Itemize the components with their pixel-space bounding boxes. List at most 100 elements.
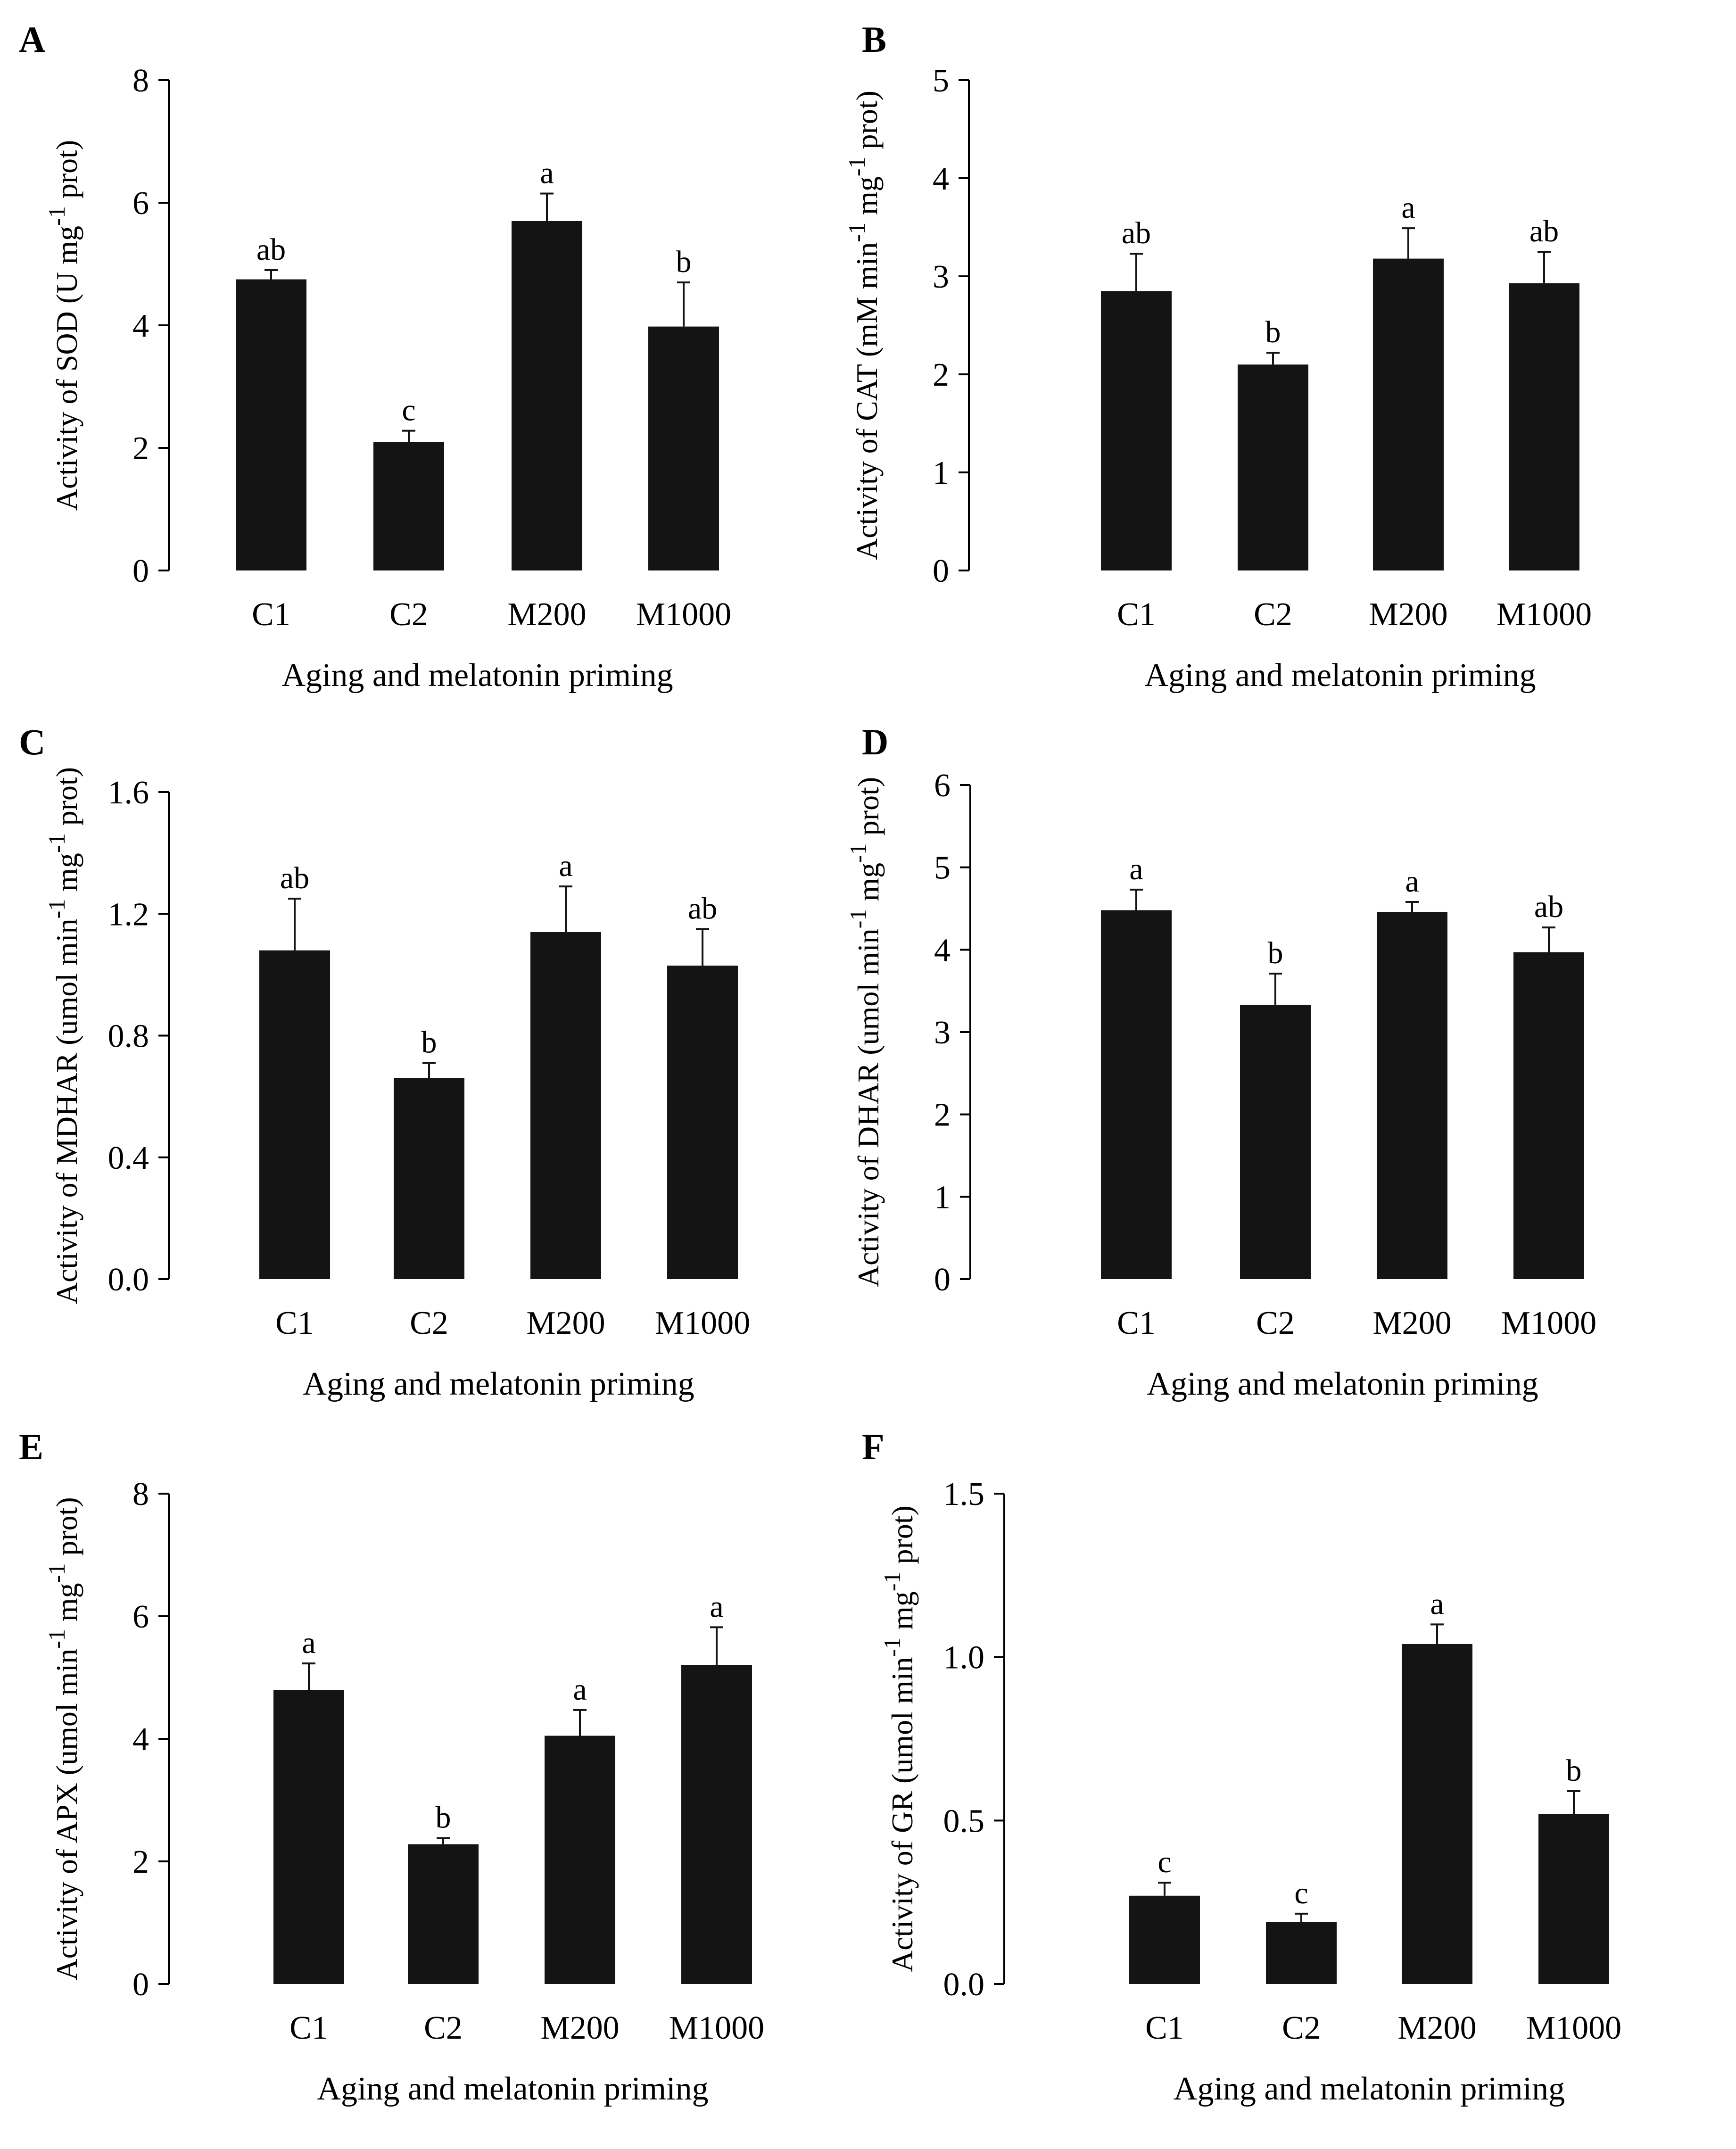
panel-e-category-label: M200 xyxy=(540,2010,619,2046)
panel-e-y-tick-label: 2 xyxy=(132,1844,149,1880)
panel-a-category-label: M1000 xyxy=(636,596,731,633)
panel-e-significance-label: a xyxy=(302,1626,315,1660)
panel-f-x-axis-title: Aging and melatonin priming xyxy=(1174,2071,1565,2107)
panel-d: D 0 1 2 3 4 5 6 Activity of DHAR (umol min-1 mg-… xyxy=(845,721,1596,1402)
panel-e-bar-m200 xyxy=(545,1736,615,1984)
panel-f-y-tick-label: 1.5 xyxy=(943,1476,985,1513)
panel-e-significance-label: a xyxy=(710,1589,723,1624)
panel-c-y-tick-label: 0.0 xyxy=(108,1262,149,1298)
panel-a-category-label: C1 xyxy=(252,596,290,633)
panel-f-y-tick-label: 0.0 xyxy=(943,1967,985,2003)
panel-a-y-tick-label: 4 xyxy=(132,308,149,344)
panel-f-bar-m1000 xyxy=(1538,1814,1609,1984)
panel-a-bar-c1 xyxy=(236,279,306,570)
panel-b-significance-label: ab xyxy=(1529,214,1559,248)
panel-b-y-tick-label: 3 xyxy=(933,259,949,295)
panel-d-x-axis-title: Aging and melatonin priming xyxy=(1147,1366,1538,1402)
panel-a-y-tick-label: 8 xyxy=(132,63,149,99)
panel-d-y-tick-label: 2 xyxy=(934,1097,951,1133)
panel-b-y-tick-label: 1 xyxy=(933,455,949,491)
panel-a-bar-m200 xyxy=(512,221,582,570)
panel-c-y-tick-label: 1.2 xyxy=(108,896,149,933)
panel-a-significance-label: c xyxy=(402,393,415,428)
panel-a-y-tick-label: 0 xyxy=(132,553,149,589)
panel-e-bar-m1000 xyxy=(681,1665,752,1984)
panel-c-significance-label: b xyxy=(422,1025,437,1060)
panel-a-bar-c2 xyxy=(373,442,444,570)
panel-e-y-tick-label: 4 xyxy=(132,1721,149,1758)
panel-a-letter: A xyxy=(19,19,45,60)
panel-e-y-tick-label: 8 xyxy=(132,1476,149,1513)
panel-b-category-label: C2 xyxy=(1254,596,1292,633)
panel-e-category-label: C1 xyxy=(289,2010,328,2046)
panel-e-y-tick-label: 0 xyxy=(132,1967,149,2003)
panel-b: B 0 1 2 3 4 5 Activity of CAT (mM min-1 mg-1 pr… xyxy=(843,19,1592,694)
panel-d-y-tick-label: 1 xyxy=(934,1179,951,1215)
panel-b-y-tick-label: 4 xyxy=(933,161,949,197)
panel-e-significance-label: a xyxy=(573,1672,587,1707)
panel-d-y-axis-title: Activity of DHAR (umol min-1 mg-1 prot) xyxy=(845,777,885,1287)
panel-c-x-axis-title: Aging and melatonin priming xyxy=(303,1366,694,1402)
panel-b-y-tick-label: 2 xyxy=(933,357,949,393)
panel-c-significance-label: a xyxy=(559,849,572,883)
panel-d-y-tick-label: 4 xyxy=(934,932,951,968)
panel-e: E 0 2 4 6 8 Activity of APX (umol min-1 mg-1 p… xyxy=(19,1426,764,2107)
panel-d-category-label: C1 xyxy=(1117,1305,1156,1341)
panel-d-y-tick-label: 5 xyxy=(934,850,951,886)
panel-e-significance-label: b xyxy=(436,1801,451,1835)
panel-c-category-label: M200 xyxy=(526,1305,605,1341)
panel-f-category-label: C2 xyxy=(1282,2010,1321,2046)
panel-d-bar-c1 xyxy=(1101,910,1172,1279)
panel-c-bar-m1000 xyxy=(667,966,738,1279)
panel-a-y-tick-label: 6 xyxy=(132,185,149,222)
panel-b-y-axis-title: Activity of CAT (mM min-1 mg-1 prot) xyxy=(843,91,884,560)
panel-a-x-axis-title: Aging and melatonin priming xyxy=(281,657,673,694)
panel-f-y-axis-title: Activity of GR (umol min-1 mg-1 prot) xyxy=(879,1505,919,1972)
panel-a-significance-label: b xyxy=(676,245,692,279)
panel-b-bar-c1 xyxy=(1101,291,1172,570)
panel-c-bar-m200 xyxy=(530,932,601,1279)
panel-b-bar-c2 xyxy=(1238,364,1308,570)
panel-d-category-label: M1000 xyxy=(1501,1305,1596,1341)
panel-f-significance-label: c xyxy=(1157,1845,1171,1879)
panel-b-significance-label: a xyxy=(1401,190,1415,225)
panel-f-bar-c1 xyxy=(1129,1895,1200,1984)
panel-d-letter: D xyxy=(862,721,888,762)
panel-f-significance-label: b xyxy=(1566,1753,1582,1788)
panel-f-bar-m200 xyxy=(1402,1644,1472,1984)
panel-e-category-label: C2 xyxy=(424,2010,463,2046)
panel-f-category-label: M200 xyxy=(1397,2010,1476,2046)
panel-e-y-tick-label: 6 xyxy=(132,1599,149,1635)
panel-e-letter: E xyxy=(19,1426,43,1467)
panel-d-bar-m1000 xyxy=(1513,952,1584,1279)
panel-a-significance-label: a xyxy=(540,156,554,190)
panel-f-category-label: C1 xyxy=(1145,2010,1184,2046)
panel-d-significance-label: a xyxy=(1405,864,1419,899)
panel-d-y-tick-label: 0 xyxy=(934,1262,951,1298)
panel-a-y-axis-title: Activity of SOD (U mg-1 prot) xyxy=(43,140,83,511)
panel-e-bar-c2 xyxy=(408,1844,479,1984)
panel-a-significance-label: ab xyxy=(256,232,286,267)
panel-b-category-label: M200 xyxy=(1369,596,1447,633)
panel-b-letter: B xyxy=(862,19,886,60)
panel-c-letter: C xyxy=(19,721,45,762)
panel-c-category-label: C2 xyxy=(410,1305,448,1341)
panel-d-category-label: C2 xyxy=(1256,1305,1295,1341)
panel-b-significance-label: b xyxy=(1265,315,1281,349)
panel-c-y-tick-label: 0.4 xyxy=(108,1140,149,1176)
panel-c-y-axis-title: Activity of MDHAR (umol min-1 mg-1 prot) xyxy=(43,767,83,1304)
panel-a-y-tick-label: 2 xyxy=(132,430,149,467)
panel-d-significance-label: ab xyxy=(1534,890,1563,924)
panel-c-category-label: M1000 xyxy=(655,1305,750,1341)
panel-d-bar-m200 xyxy=(1377,911,1447,1279)
panel-c: C 0.0 0.4 0.8 1.2 1.6 Activity of MDHAR (umol … xyxy=(19,721,750,1402)
panel-b-y-tick-label: 0 xyxy=(933,553,949,589)
panel-f-letter: F xyxy=(862,1426,885,1467)
panel-a-category-label: M200 xyxy=(507,596,586,633)
panel-c-y-tick-label: 1.6 xyxy=(108,775,149,811)
panel-a-category-label: C2 xyxy=(389,596,428,633)
panel-d-significance-label: b xyxy=(1268,936,1283,970)
